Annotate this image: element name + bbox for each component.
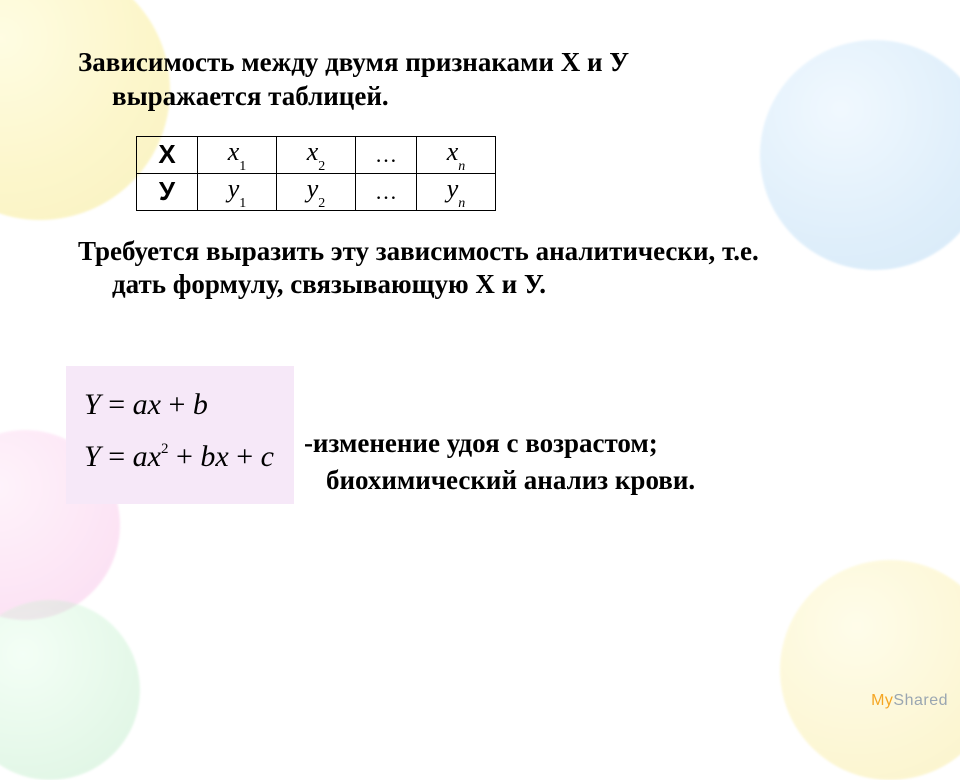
row-label-x: Х: [137, 136, 198, 173]
watermark-right: Shared: [893, 692, 948, 709]
caption-line1: -изменение удоя с возрастом;: [304, 428, 658, 458]
xy-table-wrap: Х x1 x2 … xn У y1 y2 … yn: [136, 136, 890, 211]
p1-line1: Зависимость между двумя признаками Х и У: [78, 47, 629, 77]
caption-line2: биохимический анализ крови.: [304, 462, 695, 498]
xy-table: Х x1 x2 … xn У y1 y2 … yn: [136, 136, 496, 211]
table-row: Х x1 x2 … xn: [137, 136, 496, 173]
p2-line1: Требуется выразить эту зависимость анали…: [78, 236, 759, 266]
cell-y-dots: …: [356, 173, 417, 210]
cell-x1: x1: [198, 136, 277, 173]
formula-quadratic: Y = ax2 + bx + c: [84, 440, 274, 474]
row-label-y: У: [137, 173, 198, 210]
watermark-left: My: [871, 692, 893, 709]
paragraph-1: Зависимость между двумя признаками Х и У…: [78, 46, 890, 114]
p2-line2: дать формулу, связывающую Х и У.: [78, 268, 890, 302]
cell-xn: xn: [417, 136, 496, 173]
watermark: MyShared: [871, 692, 948, 710]
formula-box: Y = ax + b Y = ax2 + bx + c: [66, 366, 294, 504]
formula-linear: Y = ax + b: [84, 388, 274, 422]
cell-y1: y1: [198, 173, 277, 210]
paragraph-2: Требуется выразить эту зависимость анали…: [78, 235, 890, 303]
cell-yn: yn: [417, 173, 496, 210]
formula-row: Y = ax + b Y = ax2 + bx + c -изменение у…: [78, 366, 890, 504]
slide-content: Зависимость между двумя признаками Х и У…: [0, 0, 960, 720]
p1-line2: выражается таблицей.: [78, 80, 890, 114]
cell-y2: y2: [277, 173, 356, 210]
cell-x-dots: …: [356, 136, 417, 173]
formula-caption: -изменение удоя с возрастом; биохимическ…: [294, 425, 695, 504]
table-row: У y1 y2 … yn: [137, 173, 496, 210]
cell-x2: x2: [277, 136, 356, 173]
